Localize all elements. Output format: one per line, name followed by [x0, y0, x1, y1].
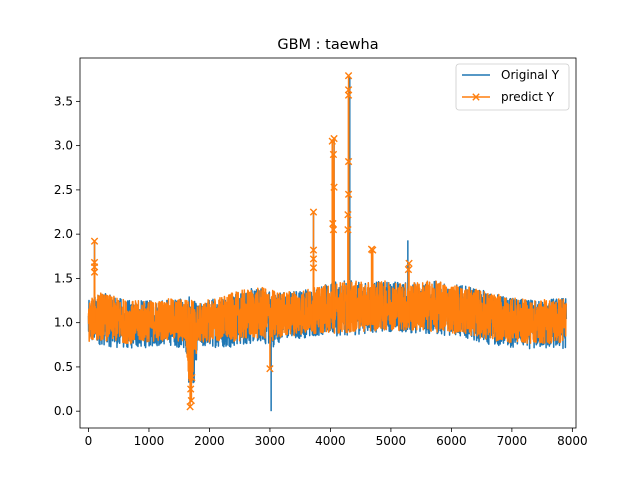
- chart-title: GBM : taewha: [277, 37, 378, 53]
- predict-marker: [309, 246, 318, 254]
- predict-marker: [344, 91, 353, 99]
- y-axis-ticks: 0.0 0.5 1.0 1.5 2.0 2.5 3.0 3.5: [54, 94, 80, 418]
- legend: Original Y predict Y: [455, 63, 570, 111]
- predict-marker: [309, 264, 318, 272]
- predict-marker: [266, 364, 274, 373]
- x-tick-label: 8000: [557, 434, 588, 448]
- predict-marker: [186, 385, 195, 393]
- legend-marker-x-icon: [472, 93, 480, 101]
- y-tick-label: 0.5: [54, 360, 73, 374]
- x-tick-label: 1000: [134, 434, 165, 448]
- predict-marker: [90, 263, 99, 271]
- predict-marker: [186, 403, 194, 411]
- x-tick-label: 5000: [376, 434, 407, 448]
- y-tick-label: 1.0: [54, 316, 73, 330]
- axes-frame: [79, 57, 577, 429]
- y-tick-label: 2.5: [54, 183, 73, 197]
- predict-marker: [309, 255, 318, 263]
- predict-marker: [329, 150, 338, 159]
- predict-marker: [344, 226, 352, 234]
- x-tick-label: 3000: [255, 434, 286, 448]
- predict-marker: [344, 72, 353, 80]
- x-tick-label: 6000: [436, 434, 467, 448]
- predict-marker: [330, 183, 338, 191]
- predict-marker: [369, 246, 377, 254]
- predict-marker: [330, 134, 338, 143]
- predict-marker: [344, 157, 353, 166]
- legend-label-original: Original Y: [501, 68, 560, 82]
- predict-marker: [90, 237, 99, 245]
- plot-area: [87, 72, 568, 412]
- y-tick-label: 0.0: [54, 404, 73, 418]
- predict-marker: [188, 373, 196, 382]
- predict-marker: [329, 226, 338, 234]
- predict-marker: [404, 265, 413, 274]
- predict-marker: [405, 259, 413, 268]
- y-tick-label: 1.5: [54, 271, 73, 285]
- predict-marker: [344, 190, 353, 199]
- y-tick-label: 3.5: [54, 94, 73, 108]
- x-tick-label: 4000: [315, 434, 346, 448]
- x-tick-label: 0: [85, 434, 93, 448]
- predict-marker: [90, 268, 99, 276]
- x-axis-ticks: 0 1000 2000 3000 4000 5000 6000 7000 8000: [85, 428, 588, 448]
- legend-label-predict: predict Y: [501, 90, 555, 104]
- y-tick-label: 3.0: [54, 139, 73, 153]
- predict-marker: [187, 396, 195, 405]
- predict-marker: [344, 86, 353, 94]
- predict-marker: [329, 219, 337, 228]
- x-tick-label: 2000: [194, 434, 225, 448]
- predict-marker: [309, 208, 318, 216]
- y-tick-label: 2.0: [54, 227, 73, 241]
- predict-marker: [344, 210, 352, 219]
- predict-markers: [90, 72, 413, 411]
- series-line: [87, 280, 568, 403]
- x-tick-label: 7000: [497, 434, 528, 448]
